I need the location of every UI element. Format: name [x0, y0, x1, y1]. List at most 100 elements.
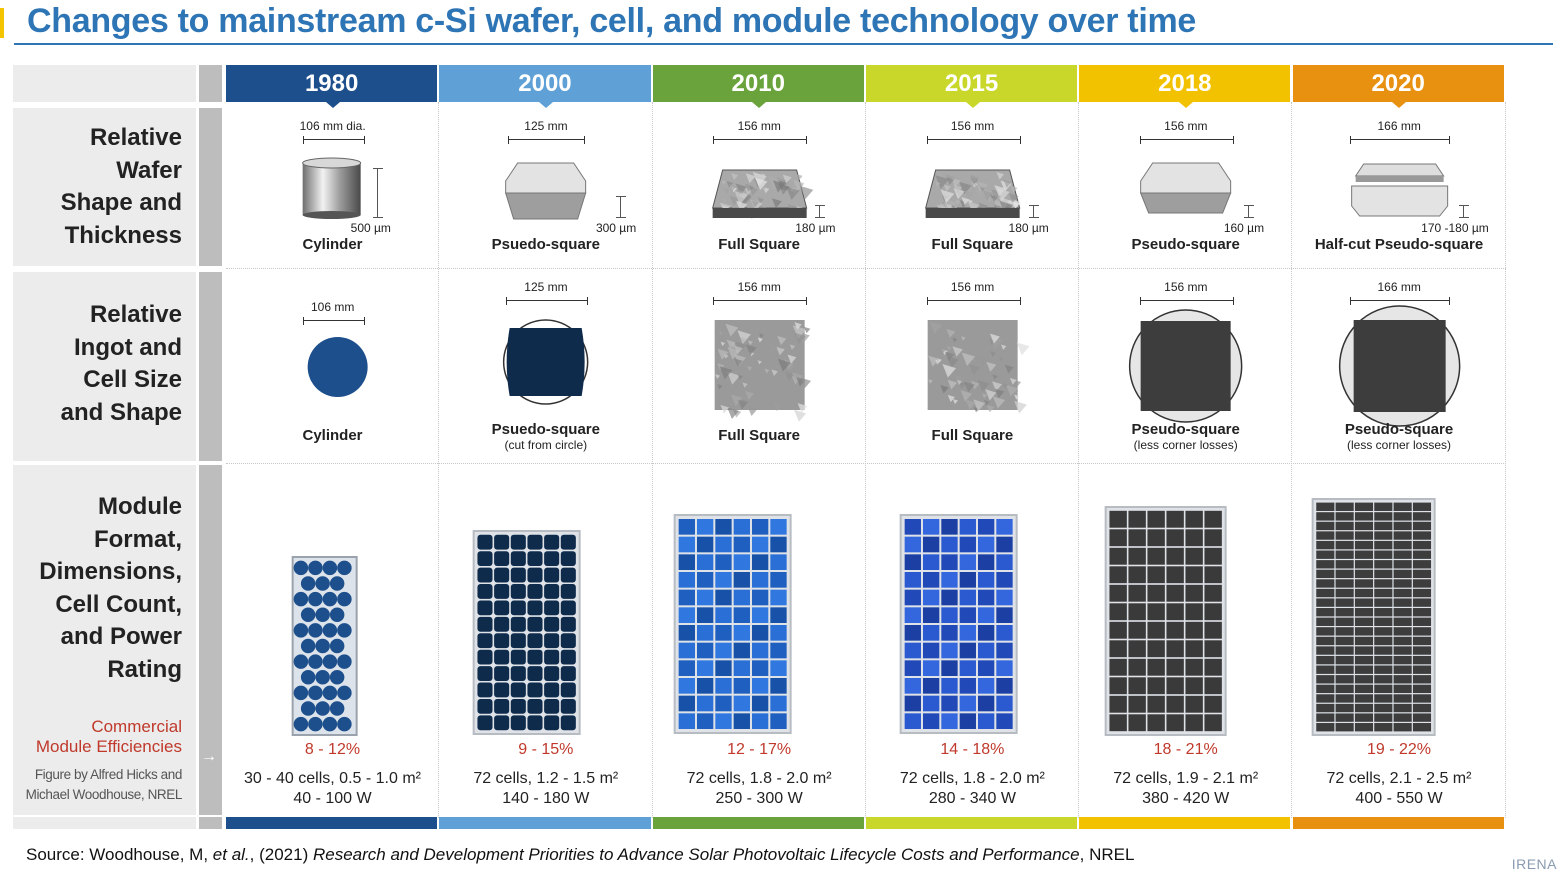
module-cell-poly [769, 713, 787, 729]
module-cell-half [1412, 675, 1431, 684]
module-cell-half [1393, 608, 1412, 617]
module-cell-mono [494, 616, 510, 632]
module-cell-mono [477, 682, 493, 698]
row-label-line: Rating [107, 655, 182, 683]
module-cell-half [1373, 684, 1392, 694]
cell-illustration [503, 319, 589, 405]
module-cell-poly [714, 554, 732, 570]
module-spec: 72 cells, 1.8 - 2.0 m² 280 - 340 W [866, 769, 1079, 809]
module-cell-poly [751, 589, 768, 606]
module-cell-poly [678, 589, 695, 606]
module-efficiency: 12 - 17% [727, 741, 792, 758]
module-cells-area: 30 - 40 cells, 0.5 - 1.0 m² [244, 770, 421, 787]
module-cell-dark [1147, 510, 1166, 528]
module-cells-area: 72 cells, 2.1 - 2.5 m² [1326, 770, 1472, 787]
grain [721, 198, 728, 204]
module-spec: 72 cells, 1.8 - 2.0 m² 250 - 300 W [653, 769, 866, 809]
module-cell-round [337, 560, 352, 576]
grain [969, 364, 980, 376]
year-footer-bar [1292, 817, 1504, 829]
grain [947, 394, 955, 403]
source-mid: , (2021) [249, 845, 313, 864]
module-cell-poly [696, 607, 713, 623]
grain [742, 382, 748, 388]
module-cell-dark [1185, 621, 1204, 639]
wafer-width-dimension [302, 136, 365, 144]
module-cell-round [315, 701, 330, 716]
cell-shape-name: Full Square [718, 427, 800, 444]
grain [996, 172, 1004, 180]
module-cell-poly [714, 589, 732, 606]
module-cell-mono [561, 567, 577, 583]
module-cell-round [315, 607, 330, 622]
grain [943, 184, 951, 192]
grain [720, 404, 729, 414]
irena-logo: IRENA [1511, 856, 1557, 872]
module-cell-poly [696, 536, 713, 553]
module-cell-poly [922, 625, 940, 641]
module-cell-half [1335, 723, 1354, 732]
module-cell-half [1373, 569, 1392, 579]
wafer-illustration [924, 169, 1021, 218]
module-cell-poly [714, 536, 732, 553]
module-cell-round [293, 654, 309, 669]
year-column [439, 102, 653, 818]
module-cell-poly [678, 554, 695, 570]
row-label-line: and Shape [60, 398, 182, 426]
module-cell-dark [1185, 714, 1204, 732]
grain [735, 200, 747, 213]
module-cell-dark [1109, 510, 1128, 528]
module-cell-half [1373, 703, 1392, 713]
module-cell-poly [922, 536, 940, 553]
module-power: 40 - 100 W [293, 790, 372, 807]
module-cell-mono [544, 698, 560, 714]
module-cell-poly [769, 536, 787, 553]
module-cell-mono [544, 616, 560, 632]
grain [940, 385, 949, 394]
module-cell-poly [769, 695, 787, 712]
module-cell-poly [733, 713, 750, 729]
module-cell-mono [527, 698, 543, 714]
module-efficiency: 19 - 22% [1366, 741, 1432, 758]
wafer-shape-name: Pseudo-square [1131, 236, 1240, 253]
module-cell-poly [769, 589, 787, 606]
module-illustration [899, 514, 1018, 734]
pseudo-square-cell [506, 328, 585, 396]
row-label-ingot: Relative Ingot and Cell Size and Shape [13, 272, 196, 461]
wafer-shape-name: Half-cut Pseudo-square [1314, 236, 1484, 253]
grain [720, 341, 725, 347]
module-cell-round [337, 591, 352, 607]
module-cells-area: 72 cells, 1.8 - 2.0 m² [899, 770, 1045, 787]
module-cell-poly [751, 660, 768, 676]
wafer-pseudo-square-edge [505, 192, 587, 220]
module-cell-mono [527, 551, 543, 567]
header-corner [13, 65, 196, 102]
module-cell-mono [511, 616, 527, 632]
year-header-2: 2010 [652, 65, 864, 102]
module-cell-poly [941, 642, 958, 659]
module-cell-poly [941, 625, 958, 641]
wafer-illustration [505, 162, 587, 220]
grain [735, 183, 747, 195]
module-cell-poly [959, 519, 976, 535]
module-cell-round [322, 623, 338, 638]
grain [787, 354, 797, 364]
figure-credit: Figure by Alfred Hicks and Michael Woodh… [26, 765, 183, 805]
wafer-thickness-label: 500 µm [350, 221, 391, 235]
wafer-square-edge [925, 208, 1020, 218]
module-cell-half [1393, 560, 1412, 569]
source-etal: et al. [212, 845, 250, 864]
module-cell-mono [544, 551, 560, 567]
module-cell: 14 - 18% 72 cells, 1.8 - 2.0 m² 280 - 340 … [866, 465, 1079, 815]
grain [969, 174, 979, 184]
module-cell-poly [733, 607, 750, 623]
wafer-cell: 166 mm 170 -180 µm Half-cut Pseudo-square [1293, 108, 1506, 266]
header-pointer [325, 102, 340, 108]
module-cell-half [1315, 569, 1334, 579]
pseudo-square-cell [1353, 320, 1446, 412]
module-cell-poly [714, 660, 732, 676]
module-spec: 30 - 40 cells, 0.5 - 1.0 m² 40 - 100 W [226, 769, 439, 809]
grain [777, 358, 791, 372]
grain [981, 393, 988, 399]
module-cell-half [1412, 588, 1431, 598]
